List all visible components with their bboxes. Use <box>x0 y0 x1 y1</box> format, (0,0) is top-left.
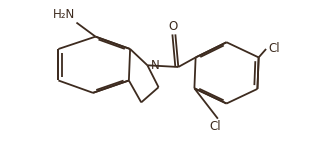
Text: O: O <box>168 20 177 33</box>
Text: N: N <box>151 59 160 72</box>
Text: Cl: Cl <box>269 42 280 55</box>
Text: Cl: Cl <box>210 120 221 133</box>
Text: H₂N: H₂N <box>53 8 75 21</box>
